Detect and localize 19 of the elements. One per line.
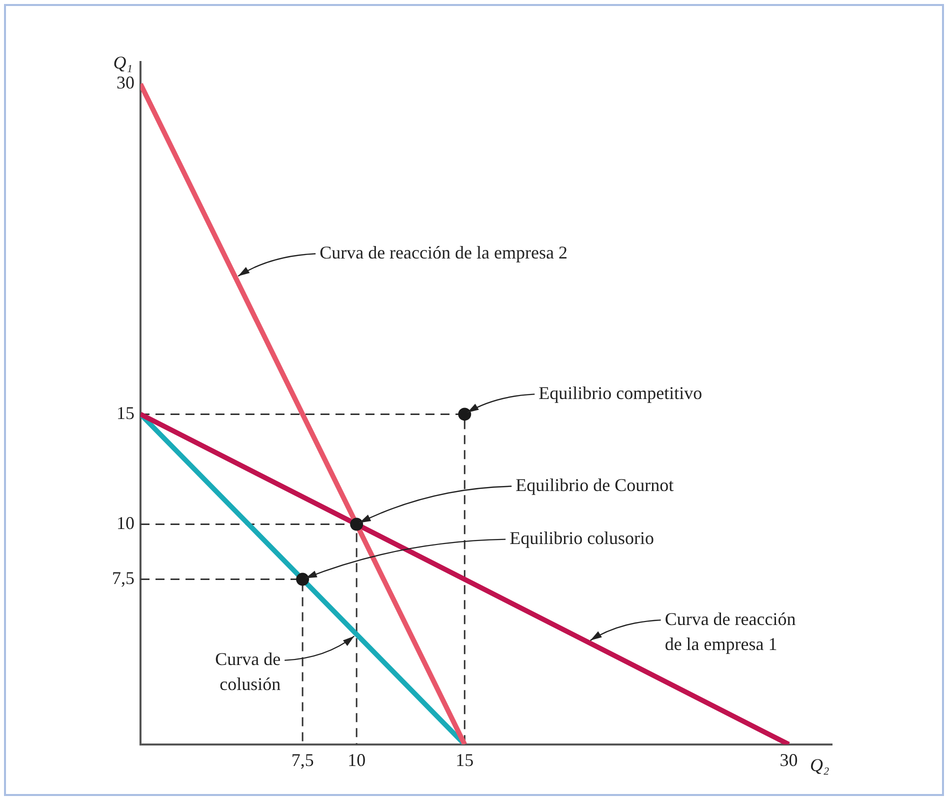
y-tick-label: 7,5 [112, 568, 134, 588]
x-tick-label: 15 [456, 750, 474, 770]
x-axis-title: Q₂ [810, 755, 830, 776]
annotation: Equilibrio colusorio [510, 528, 654, 548]
annotation: Curva de reacción de la empresa 1 [664, 608, 796, 654]
y-tick-label: 10 [116, 513, 134, 534]
annotation: Equilibrio competitivo [538, 382, 702, 403]
point [458, 408, 472, 421]
point [350, 518, 364, 531]
annotation: Equilibrio de Cournot [516, 475, 674, 496]
annotation: Curva de colusión [215, 649, 281, 694]
y-tick-label: 15 [116, 402, 134, 423]
x-tick-label: 10 [348, 750, 366, 770]
x-tick-label: 30 [780, 750, 798, 770]
x-tick-label: 7,5 [291, 750, 314, 770]
y-axis-title: Q₁ [113, 52, 132, 73]
y-tick-label: 30 [116, 72, 134, 93]
point [296, 572, 310, 586]
annotation: Curva de reacción de la empresa 2 [320, 242, 568, 262]
